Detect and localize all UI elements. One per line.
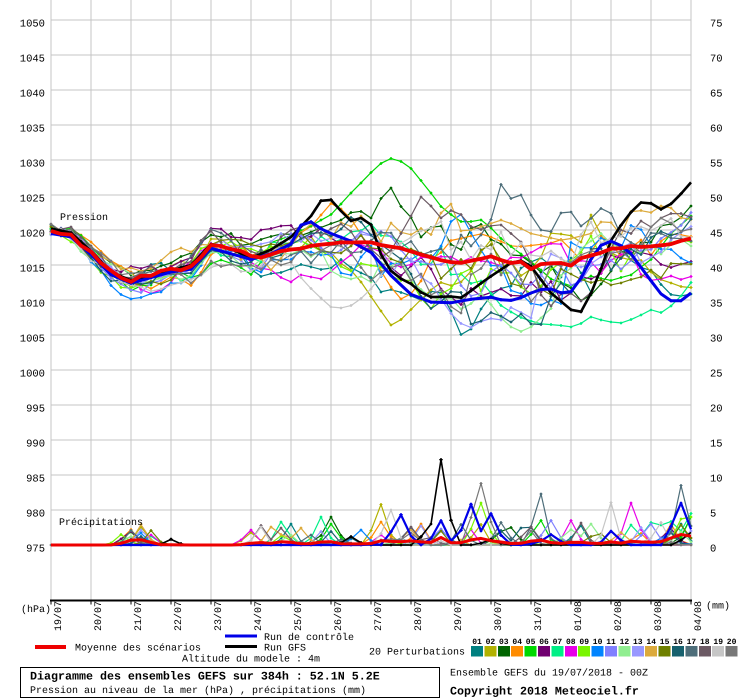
svg-text:16: 16 (673, 638, 683, 647)
svg-text:1010: 1010 (20, 299, 45, 311)
svg-text:1025: 1025 (20, 194, 45, 206)
svg-text:15: 15 (660, 638, 670, 647)
svg-text:(hPa): (hPa) (21, 604, 51, 616)
svg-text:980: 980 (26, 509, 45, 521)
svg-text:70: 70 (710, 54, 723, 66)
svg-text:12: 12 (620, 638, 630, 647)
svg-text:02/08: 02/08 (613, 601, 625, 631)
svg-text:25: 25 (710, 369, 723, 381)
svg-text:1005: 1005 (20, 334, 45, 346)
svg-text:990: 990 (26, 439, 45, 451)
svg-text:1000: 1000 (20, 369, 45, 381)
svg-text:Diagramme des ensembles GEFS s: Diagramme des ensembles GEFS sur 384h : … (30, 670, 380, 684)
svg-text:Ensemble GEFS du 19/07/2018 -: Ensemble GEFS du 19/07/2018 - 00Z (450, 668, 648, 680)
svg-text:08: 08 (566, 638, 576, 647)
svg-text:15: 15 (710, 439, 723, 451)
svg-text:22/07: 22/07 (173, 601, 185, 631)
svg-text:50: 50 (710, 194, 723, 206)
svg-text:01/08: 01/08 (573, 601, 585, 631)
svg-text:17: 17 (687, 638, 697, 647)
svg-text:1045: 1045 (20, 54, 45, 66)
svg-text:19: 19 (713, 638, 723, 647)
svg-text:28/07: 28/07 (413, 601, 425, 631)
svg-text:04: 04 (512, 638, 522, 647)
svg-text:23/07: 23/07 (213, 601, 225, 631)
svg-text:02: 02 (486, 638, 496, 647)
svg-text:65: 65 (710, 89, 723, 101)
svg-text:10: 10 (593, 638, 603, 647)
svg-text:03/08: 03/08 (653, 601, 665, 631)
svg-text:Moyenne des scénarios: Moyenne des scénarios (75, 643, 201, 655)
svg-text:1050: 1050 (20, 19, 45, 31)
svg-text:19/07: 19/07 (53, 601, 65, 631)
svg-text:1035: 1035 (20, 124, 45, 136)
svg-text:20/07: 20/07 (93, 601, 105, 631)
svg-text:1015: 1015 (20, 264, 45, 276)
svg-text:20: 20 (710, 404, 723, 416)
svg-text:(mm): (mm) (706, 601, 730, 613)
svg-text:40: 40 (710, 264, 723, 276)
svg-text:29/07: 29/07 (453, 601, 465, 631)
svg-text:Précipitations: Précipitations (59, 517, 143, 529)
svg-text:Pression au niveau de la mer (: Pression au niveau de la mer (hPa) , pré… (30, 685, 366, 697)
svg-text:20: 20 (727, 638, 737, 647)
svg-text:26/07: 26/07 (333, 601, 345, 631)
svg-text:25/07: 25/07 (293, 601, 305, 631)
svg-text:13: 13 (633, 638, 643, 647)
svg-text:20 Perturbations: 20 Perturbations (369, 647, 465, 659)
svg-text:30: 30 (710, 334, 723, 346)
svg-text:30/07: 30/07 (493, 601, 505, 631)
svg-text:Pression: Pression (60, 212, 108, 224)
svg-text:995: 995 (26, 404, 45, 416)
svg-text:1040: 1040 (20, 89, 45, 101)
svg-text:27/07: 27/07 (373, 601, 385, 631)
svg-text:60: 60 (710, 124, 723, 136)
svg-text:Altitude du modele : 4m: Altitude du modele : 4m (182, 654, 320, 666)
svg-text:975: 975 (26, 544, 45, 556)
svg-text:05: 05 (526, 638, 536, 647)
svg-text:09: 09 (579, 638, 589, 647)
svg-text:10: 10 (710, 474, 723, 486)
svg-text:21/07: 21/07 (133, 601, 145, 631)
svg-text:Run GFS: Run GFS (264, 644, 306, 655)
svg-text:Copyright 2018 Meteociel.fr: Copyright 2018 Meteociel.fr (450, 685, 639, 699)
svg-text:55: 55 (710, 159, 723, 171)
svg-text:04/08: 04/08 (693, 601, 705, 631)
svg-text:18: 18 (700, 638, 710, 647)
svg-text:35: 35 (710, 299, 723, 311)
svg-text:31/07: 31/07 (533, 601, 545, 631)
svg-text:1020: 1020 (20, 229, 45, 241)
svg-text:75: 75 (710, 19, 723, 31)
svg-text:1030: 1030 (20, 159, 45, 171)
svg-text:5: 5 (710, 509, 716, 521)
svg-text:07: 07 (553, 638, 563, 647)
svg-text:03: 03 (499, 638, 509, 647)
svg-text:985: 985 (26, 474, 45, 486)
svg-text:0: 0 (710, 544, 716, 556)
svg-text:06: 06 (539, 638, 549, 647)
svg-text:14: 14 (646, 638, 656, 647)
svg-text:Run de contrôle: Run de contrôle (264, 632, 354, 644)
svg-text:24/07: 24/07 (253, 601, 265, 631)
svg-text:11: 11 (606, 638, 616, 647)
svg-text:45: 45 (710, 229, 723, 241)
svg-text:01: 01 (472, 638, 482, 647)
